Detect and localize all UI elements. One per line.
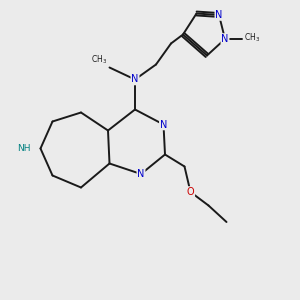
Text: N: N: [131, 74, 139, 85]
Text: N: N: [221, 34, 229, 44]
Text: O: O: [187, 187, 194, 197]
Text: CH$_3$: CH$_3$: [244, 32, 260, 44]
Text: N: N: [215, 10, 223, 20]
Text: N: N: [137, 169, 145, 179]
Text: N: N: [160, 119, 167, 130]
Text: CH$_3$: CH$_3$: [91, 53, 107, 66]
Text: NH: NH: [17, 144, 31, 153]
